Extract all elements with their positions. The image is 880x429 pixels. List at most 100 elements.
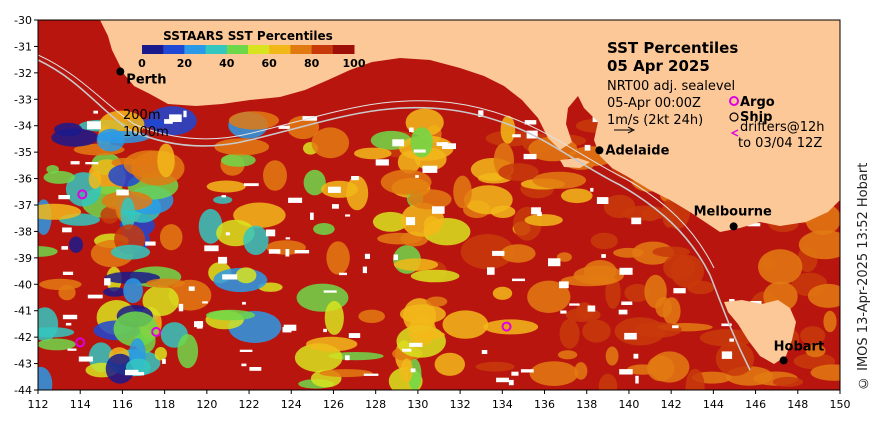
sst-patch <box>652 246 691 258</box>
credit-text: © IMOS 13-Apr-2025 13:52 Hobart <box>856 162 871 390</box>
legend-swatch <box>311 45 334 54</box>
sst-patch <box>442 310 489 339</box>
sst-patch <box>524 214 563 227</box>
sst-patch <box>687 280 715 295</box>
sst-patch <box>557 350 578 360</box>
sst-patch <box>699 329 756 347</box>
cloud-gap <box>512 278 525 282</box>
cloud-gap <box>332 204 339 209</box>
map-title: SST Percentiles <box>607 39 738 57</box>
sst-patch <box>647 355 675 382</box>
sst-patch <box>157 143 175 178</box>
sst-patch <box>500 115 516 144</box>
sst-patch <box>475 361 515 372</box>
cloud-gap <box>164 119 173 124</box>
sst-patch <box>492 286 513 300</box>
cloud-gap <box>339 272 347 276</box>
sst-patch <box>810 364 840 381</box>
x-tick-label: 114 <box>70 398 91 411</box>
cloud-gap <box>363 373 379 376</box>
sst-patch <box>393 258 439 271</box>
sst-patch <box>498 163 539 181</box>
sst-patch <box>113 311 158 347</box>
sst-patch <box>313 223 335 235</box>
x-tick-label: 130 <box>407 398 428 411</box>
sst-patch <box>527 280 571 313</box>
speed-note: 1m/s (2kt 24h) <box>607 113 703 128</box>
cloud-gap <box>243 183 259 187</box>
cloud-gap <box>242 301 246 305</box>
cloud-gap <box>87 121 101 130</box>
city-label: Perth <box>126 73 166 88</box>
cloud-gap <box>422 165 438 173</box>
cloud-gap <box>413 149 426 153</box>
cloud-gap <box>225 232 230 236</box>
x-tick-label: 128 <box>365 398 386 411</box>
cloud-gap <box>624 332 637 340</box>
cloud-gap <box>631 217 642 225</box>
cloud-gap <box>239 349 253 352</box>
x-tick-label: 120 <box>196 398 217 411</box>
sst-patch <box>715 341 755 376</box>
sst-patch <box>400 358 413 383</box>
cloud-gap <box>85 162 99 165</box>
contour-label-200: 200m <box>123 108 160 123</box>
sst-patch <box>624 283 651 302</box>
x-tick-label: 112 <box>28 398 49 411</box>
speed-arrow-head <box>627 126 636 134</box>
sst-patch <box>69 236 83 253</box>
cloud-gap <box>406 217 416 226</box>
sst-patch <box>159 224 183 251</box>
cloud-gap <box>62 314 78 320</box>
ocean-layer <box>38 20 840 390</box>
sst-patch <box>38 338 76 351</box>
sst-patch <box>559 318 580 349</box>
ship-label: Ship <box>740 110 772 125</box>
sst-patch <box>103 287 127 297</box>
sst-patch <box>453 175 472 209</box>
cloud-gap <box>512 134 521 138</box>
cloud-gap <box>537 211 542 216</box>
cloud-gap <box>747 223 761 227</box>
cloud-gap <box>619 267 633 275</box>
sst-patch <box>146 278 186 288</box>
cloud-gap <box>362 266 367 274</box>
y-tick-label: -35 <box>14 146 32 159</box>
cloud-gap <box>673 288 686 294</box>
legend-swatch <box>248 45 270 54</box>
sst-patch <box>51 128 99 147</box>
x-tick-label: 126 <box>323 398 344 411</box>
cloud-gap <box>619 369 633 375</box>
sst-patch <box>220 153 256 167</box>
y-tick-label: -34 <box>14 120 32 133</box>
x-tick-label: 124 <box>281 398 302 411</box>
cloud-gaps <box>58 110 762 386</box>
cloud-gap <box>496 377 509 383</box>
cloud-gap <box>721 323 732 327</box>
legend-swatch <box>142 45 164 54</box>
sst-patch <box>598 373 618 390</box>
tasmania <box>724 300 796 364</box>
x-axis: 112 114 116 118 120 122 124 126 128 130 132 134 136 1… <box>28 390 851 411</box>
cloud-gap <box>58 195 70 200</box>
y-tick-label: -36 <box>14 173 32 186</box>
cloud-gap <box>672 325 679 329</box>
sst-patch <box>426 296 448 307</box>
cloud-gap <box>268 249 281 254</box>
time-note: 05-Apr 00:00Z <box>607 96 701 111</box>
y-tick-label: -40 <box>14 278 32 291</box>
sst-patch <box>613 247 645 258</box>
cloud-gap <box>202 301 208 304</box>
sst-patch <box>38 246 58 257</box>
cloud-gap <box>409 127 414 133</box>
cloud-gap <box>432 206 445 214</box>
cloud-gap <box>62 227 72 233</box>
cloud-gap <box>409 342 423 347</box>
cloud-gap <box>285 249 290 257</box>
cloud-gap <box>323 290 337 293</box>
legend-tick-label: 100 <box>343 57 366 70</box>
cloud-gap <box>70 161 80 165</box>
x-tick-label: 140 <box>618 398 639 411</box>
sst-patch <box>306 336 358 352</box>
x-tick-label: 134 <box>492 398 513 411</box>
